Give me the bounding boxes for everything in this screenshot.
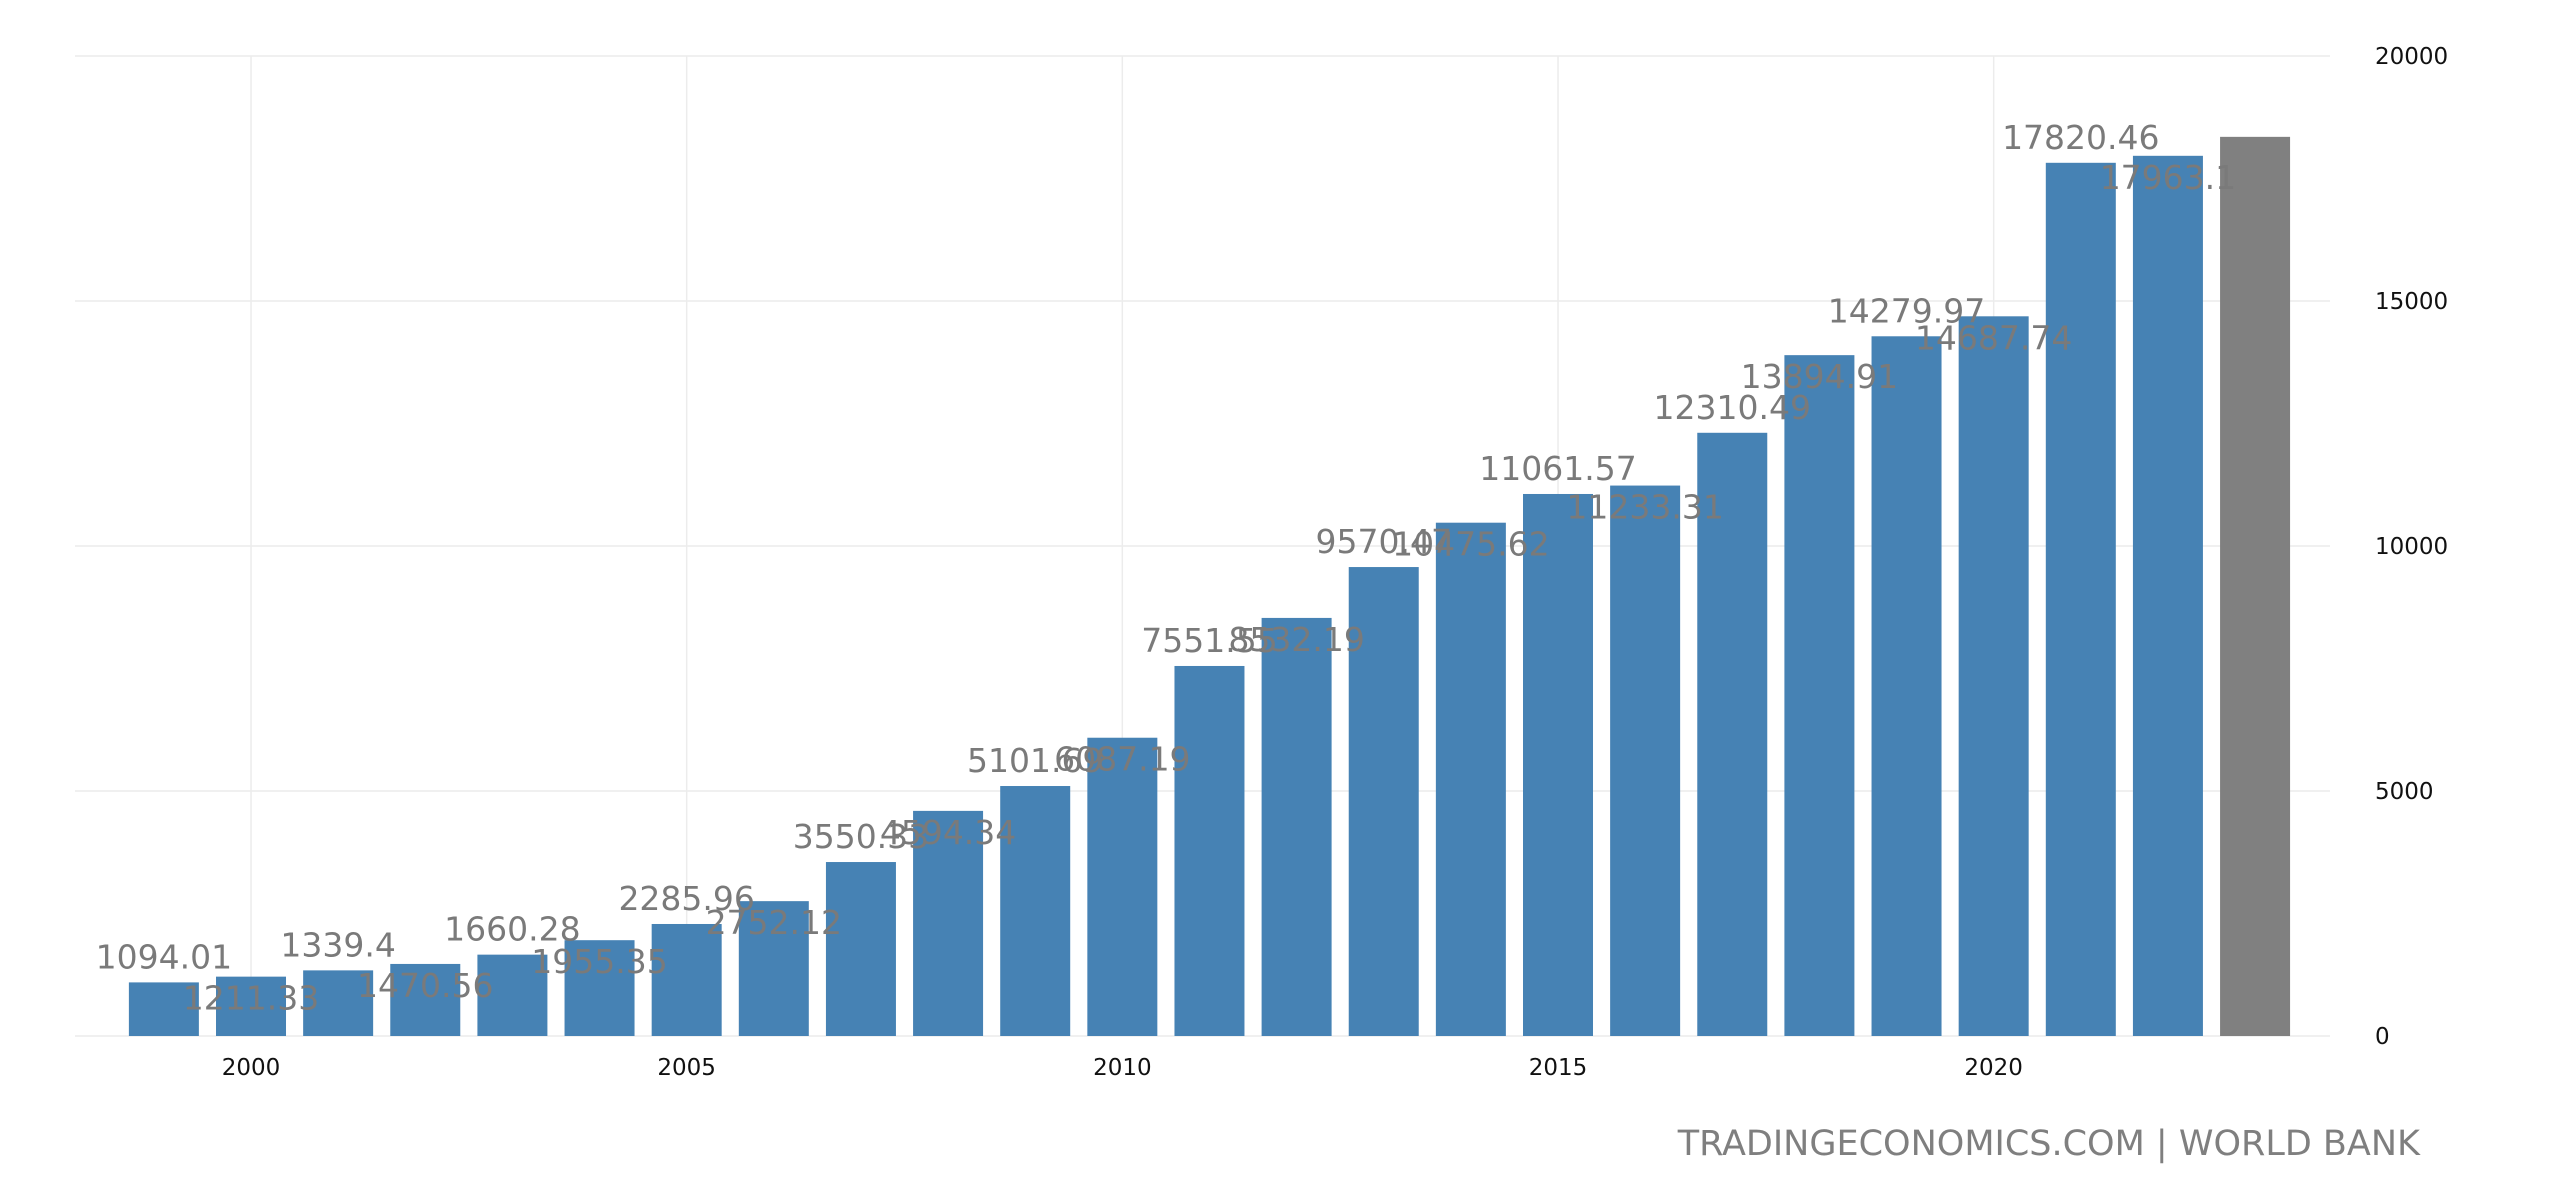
- bar-value-label: 3550.33: [793, 817, 929, 856]
- source-attribution: TRADINGECONOMICS.COM | WORLD BANK: [1677, 1124, 2420, 1164]
- bar-value-label: 9570.47: [1316, 522, 1452, 561]
- bar-value-label: 12310.49: [1654, 388, 1811, 427]
- bar-value-label: 8532.19: [1228, 620, 1364, 659]
- y-tick-label: 0: [2375, 1024, 2390, 1050]
- bar-value-label: 1094.01: [96, 937, 232, 976]
- forecast-bar: [2220, 136, 2291, 1037]
- bar: [1697, 432, 1768, 1036]
- x-tick-label: 2010: [1093, 1055, 1152, 1081]
- bar: [1958, 316, 2029, 1036]
- bar-value-label: 11233.31: [1566, 488, 1723, 527]
- bar: [303, 970, 374, 1036]
- bar: [1523, 493, 1594, 1037]
- x-tick-label: 2020: [1964, 1055, 2023, 1081]
- y-axis-ticks: 0 5000 10000 15000 20000: [2375, 44, 2448, 1050]
- bar: [1610, 485, 1681, 1036]
- y-tick-label: 10000: [2375, 534, 2448, 560]
- bar: [1784, 355, 1855, 1036]
- bar-value-label: 10475.62: [1392, 525, 1549, 564]
- bars: [128, 136, 2291, 1037]
- bar-value-label: 1211.33: [183, 979, 319, 1018]
- bar: [564, 940, 635, 1036]
- bar: [128, 982, 199, 1036]
- bar-value-label: 14687.74: [1915, 318, 2072, 357]
- bar-value-label: 14279.97: [1828, 291, 1985, 330]
- bar: [1087, 737, 1158, 1036]
- bar: [1174, 665, 1245, 1036]
- x-axis-ticks: 2000 2005 2010 2015 2020: [222, 1055, 2023, 1081]
- bar-value-label: 1339.4: [280, 925, 395, 964]
- bar-value-label: 17820.46: [2002, 118, 2159, 157]
- bar: [1000, 786, 1071, 1036]
- bar-value-label: 1470.56: [357, 966, 493, 1005]
- bar: [1261, 617, 1332, 1036]
- bar: [216, 976, 287, 1036]
- bar: [1348, 567, 1419, 1036]
- bar: [651, 923, 722, 1036]
- bar-value-label: 17963.1: [2100, 158, 2236, 197]
- bar-value-label: 6087.19: [1054, 740, 1190, 779]
- bar: [1435, 522, 1506, 1036]
- bar-value-label: 5101.69: [967, 741, 1103, 780]
- bar-value-label: 2752.12: [706, 903, 842, 942]
- bar: [825, 862, 896, 1036]
- bar-value-label: 1660.28: [444, 910, 580, 949]
- bar: [477, 954, 548, 1036]
- bar: [913, 810, 984, 1036]
- bar-value-label: 7551.55: [1141, 621, 1277, 660]
- y-tick-label: 20000: [2375, 44, 2448, 70]
- y-tick-label: 5000: [2375, 779, 2434, 805]
- bar: [2132, 155, 2203, 1036]
- x-tick-label: 2015: [1529, 1055, 1588, 1081]
- bar: [1871, 336, 1942, 1036]
- x-tick-label: 2005: [657, 1055, 716, 1081]
- x-tick-label: 2000: [222, 1055, 281, 1081]
- bar: [2045, 162, 2116, 1036]
- bar-value-label: 2285.96: [618, 879, 754, 918]
- bar-value-label: 11061.57: [1479, 449, 1636, 488]
- bar-value-label: 13894.91: [1741, 357, 1898, 396]
- bar-value-label: 1955.35: [531, 942, 667, 981]
- bar: [390, 963, 461, 1036]
- bar: [738, 901, 809, 1036]
- y-tick-label: 15000: [2375, 289, 2448, 315]
- bar-value-label: 4594.34: [880, 813, 1016, 852]
